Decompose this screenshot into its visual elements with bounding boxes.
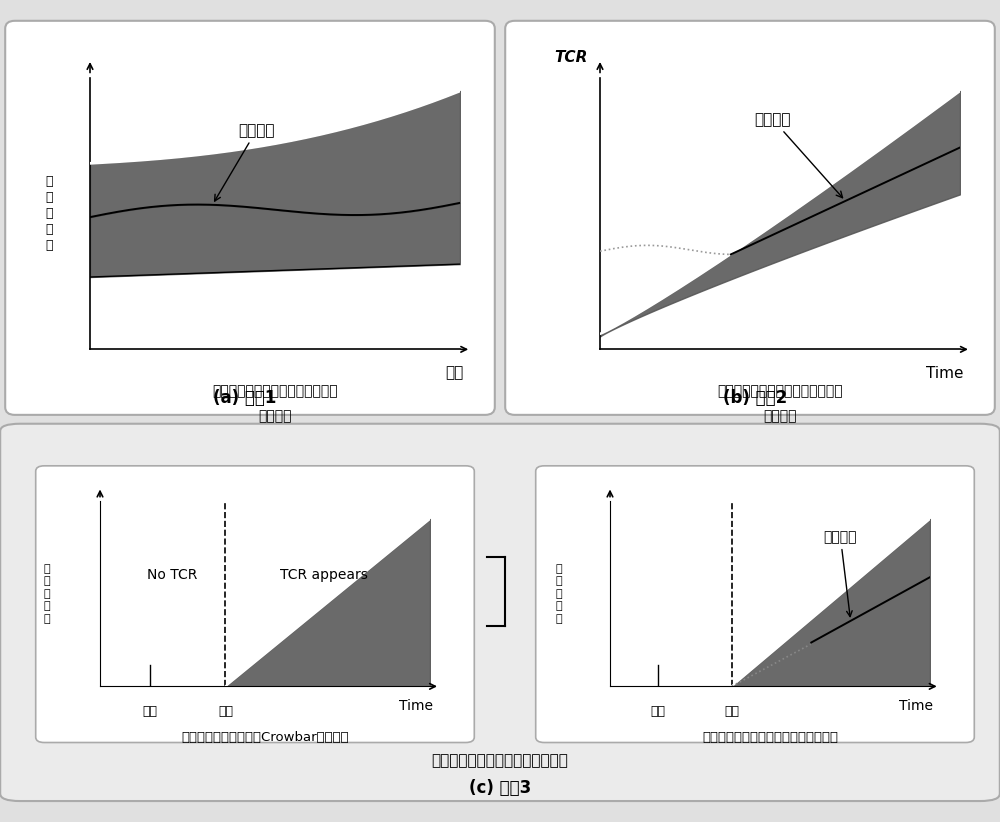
Text: 暂态可控域在故障初始阶段不存在: 暂态可控域在故障初始阶段不存在: [432, 753, 568, 768]
Text: (c) 场景3: (c) 场景3: [469, 779, 531, 797]
FancyBboxPatch shape: [36, 466, 474, 742]
Text: No TCR: No TCR: [147, 568, 198, 583]
Text: 暂
态
可
控
域: 暂 态 可 控 域: [46, 175, 53, 252]
Text: 暂态可控域充足，无需对控制路径: 暂态可控域充足，无需对控制路径: [212, 385, 338, 399]
Text: TCR: TCR: [555, 49, 588, 65]
Text: 时间: 时间: [445, 366, 464, 381]
Text: 触发: 触发: [142, 704, 157, 718]
FancyBboxPatch shape: [505, 21, 995, 415]
FancyBboxPatch shape: [5, 21, 495, 415]
FancyBboxPatch shape: [0, 424, 1000, 801]
Text: 控制路径: 控制路径: [755, 112, 843, 198]
Text: 触发: 触发: [650, 704, 666, 718]
Text: TCR appears: TCR appears: [280, 568, 368, 583]
Text: 暂
态
可
控
域: 暂 态 可 控 域: [44, 564, 51, 624]
FancyBboxPatch shape: [536, 466, 974, 742]
Text: 切除: 切除: [724, 704, 739, 718]
Text: (a) 场景1: (a) 场景1: [213, 389, 277, 407]
Text: 监控暂态可控域并决定Crowbar切除时刻: 监控暂态可控域并决定Crowbar切除时刻: [181, 731, 349, 744]
Text: (b) 场景2: (b) 场景2: [723, 389, 787, 407]
Text: 控制路径: 控制路径: [824, 530, 857, 616]
Text: 暂态可控域缩小，需要对控制路径: 暂态可控域缩小，需要对控制路径: [717, 385, 843, 399]
Text: 切除: 切除: [218, 704, 233, 718]
Text: 控制路径: 控制路径: [215, 122, 275, 201]
Text: Time: Time: [926, 366, 964, 381]
Text: 切除后限制控制路径在暂态可控域以内: 切除后限制控制路径在暂态可控域以内: [702, 731, 838, 744]
Text: 做出限制: 做出限制: [763, 409, 797, 423]
Text: 暂
态
可
控
域: 暂 态 可 控 域: [555, 564, 562, 624]
Text: 做出限制: 做出限制: [258, 409, 292, 423]
Text: Time: Time: [399, 700, 433, 713]
Text: Time: Time: [899, 700, 933, 713]
